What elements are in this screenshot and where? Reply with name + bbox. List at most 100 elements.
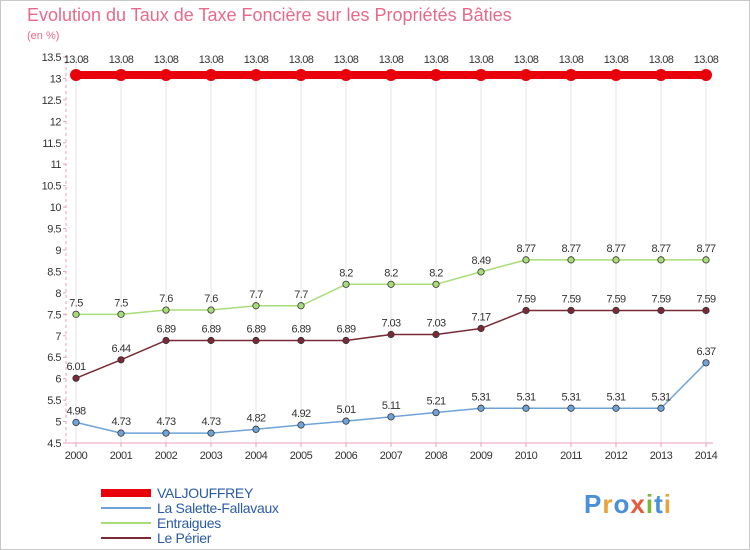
data-point-la-salette-fallavaux — [162, 429, 170, 437]
data-point-la-salette-fallavaux — [387, 413, 395, 421]
data-label-la-salette-fallavaux: 4.73 — [156, 416, 175, 428]
data-label-la-salette-fallavaux: 5.31 — [651, 391, 670, 403]
y-tick-label: 7.5 — [47, 309, 61, 321]
data-point-entraigues — [297, 302, 305, 310]
x-tick-label: 2002 — [155, 450, 178, 462]
data-label-le-perier: 6.89 — [291, 323, 310, 335]
x-tick-label: 2010 — [515, 450, 538, 462]
data-point-le-perier — [432, 330, 440, 339]
data-label-entraigues: 8.2 — [339, 267, 353, 279]
data-label-le-perier: 7.59 — [561, 293, 580, 305]
data-point-valjouffrey — [700, 69, 712, 82]
data-label-le-perier: 6.89 — [201, 323, 220, 335]
legend-item-entraigues[interactable]: Entraigues — [101, 514, 279, 531]
data-point-la-salette-fallavaux — [72, 418, 80, 427]
logo-letter: i — [663, 489, 672, 519]
data-point-valjouffrey — [70, 69, 82, 82]
data-label-valjouffrey: 13.08 — [604, 54, 629, 66]
data-point-entraigues — [432, 280, 440, 288]
data-label-valjouffrey: 13.08 — [64, 54, 89, 66]
legend-label: La Salette-Fallavaux — [157, 499, 279, 516]
data-point-le-perier — [702, 306, 710, 315]
logo-letter: x — [630, 489, 646, 519]
data-label-la-salette-fallavaux: 5.31 — [561, 391, 580, 403]
legend-item-valjouffrey[interactable]: VALJOUFFREY — [101, 485, 279, 501]
data-label-la-salette-fallavaux: 4.92 — [291, 408, 310, 420]
data-point-le-perier — [657, 306, 665, 315]
data-label-le-perier: 7.03 — [426, 317, 445, 329]
legend-item-la-salette-fallavaux[interactable]: La Salette-Fallavaux — [101, 499, 279, 516]
data-point-la-salette-fallavaux — [567, 404, 575, 412]
data-label-valjouffrey: 13.08 — [289, 54, 314, 66]
data-point-la-salette-fallavaux — [432, 408, 440, 417]
data-label-valjouffrey: 13.08 — [334, 54, 359, 66]
x-tick-label: 2005 — [290, 450, 313, 462]
data-label-le-perier: 6.89 — [156, 323, 175, 335]
data-label-le-perier: 6.89 — [336, 323, 355, 335]
x-tick-label: 2012 — [605, 450, 628, 462]
data-label-la-salette-fallavaux: 4.73 — [111, 416, 130, 428]
data-point-valjouffrey — [340, 69, 352, 82]
legend-swatch-la-salette-fallavaux — [101, 506, 151, 509]
y-tick-label: 13.5 — [42, 52, 62, 64]
y-tick-label: 11 — [51, 159, 62, 171]
legend-swatch-le-perier — [101, 536, 151, 539]
data-point-le-perier — [567, 306, 575, 315]
proxiti-logo[interactable]: Proxiti — [584, 489, 672, 520]
legend: VALJOUFFREY La Salette-Fallavaux Entraig… — [101, 485, 279, 546]
data-label-la-salette-fallavaux: 5.31 — [606, 391, 625, 403]
chart-unit-label: (en %) — [27, 30, 60, 42]
data-point-entraigues — [117, 310, 125, 318]
data-point-valjouffrey — [250, 69, 262, 82]
data-point-valjouffrey — [520, 69, 532, 82]
chart-title: Evolution du Taux de Taxe Foncière sur l… — [27, 5, 512, 25]
y-tick-label: 5 — [55, 417, 61, 429]
data-point-la-salette-fallavaux — [342, 417, 350, 425]
data-point-le-perier — [162, 336, 170, 345]
data-label-la-salette-fallavaux: 5.31 — [471, 391, 490, 403]
data-label-entraigues: 8.49 — [471, 255, 490, 267]
data-label-la-salette-fallavaux: 4.73 — [201, 416, 220, 428]
data-point-valjouffrey — [655, 69, 667, 82]
data-point-la-salette-fallavaux — [702, 359, 710, 367]
legend-item-le-perier[interactable]: Le Périer — [101, 529, 279, 546]
x-tick-label: 2009 — [470, 450, 493, 462]
y-tick-label: 6 — [55, 374, 61, 386]
data-point-entraigues — [567, 256, 575, 264]
y-tick-label: 9 — [55, 245, 61, 257]
y-tick-label: 8 — [55, 288, 61, 300]
data-point-le-perier — [522, 306, 530, 315]
x-tick-label: 2011 — [560, 450, 582, 462]
data-point-le-perier — [477, 324, 485, 333]
legend-label: Le Périer — [157, 529, 212, 546]
data-label-entraigues: 8.77 — [696, 243, 715, 255]
x-tick-label: 2003 — [200, 450, 223, 462]
data-label-le-perier: 6.01 — [66, 361, 85, 373]
data-label-entraigues: 7.5 — [69, 297, 83, 309]
data-label-valjouffrey: 13.08 — [514, 54, 539, 66]
data-label-le-perier: 6.89 — [246, 323, 265, 335]
data-point-le-perier — [72, 374, 80, 382]
data-point-la-salette-fallavaux — [477, 404, 485, 412]
y-tick-label: 9.5 — [47, 224, 61, 236]
data-point-valjouffrey — [385, 69, 397, 82]
data-label-valjouffrey: 13.08 — [109, 54, 134, 66]
data-point-entraigues — [342, 280, 350, 288]
logo-letter: P — [584, 489, 603, 519]
data-label-valjouffrey: 13.08 — [199, 54, 224, 66]
y-tick-label: 12.5 — [42, 95, 62, 107]
logo-letter: r — [602, 489, 614, 519]
legend-label: Entraigues — [157, 514, 221, 531]
data-label-valjouffrey: 13.08 — [424, 54, 449, 66]
data-label-le-perier: 7.59 — [516, 293, 535, 305]
data-point-entraigues — [612, 256, 620, 264]
y-tick-label: 10.5 — [42, 181, 62, 193]
logo-letter: o — [613, 489, 631, 519]
data-point-entraigues — [72, 310, 80, 318]
legend-swatch-valjouffrey — [101, 488, 151, 497]
data-label-valjouffrey: 13.08 — [154, 54, 179, 66]
data-point-entraigues — [477, 268, 485, 276]
data-point-entraigues — [702, 256, 710, 264]
data-point-entraigues — [657, 256, 665, 264]
